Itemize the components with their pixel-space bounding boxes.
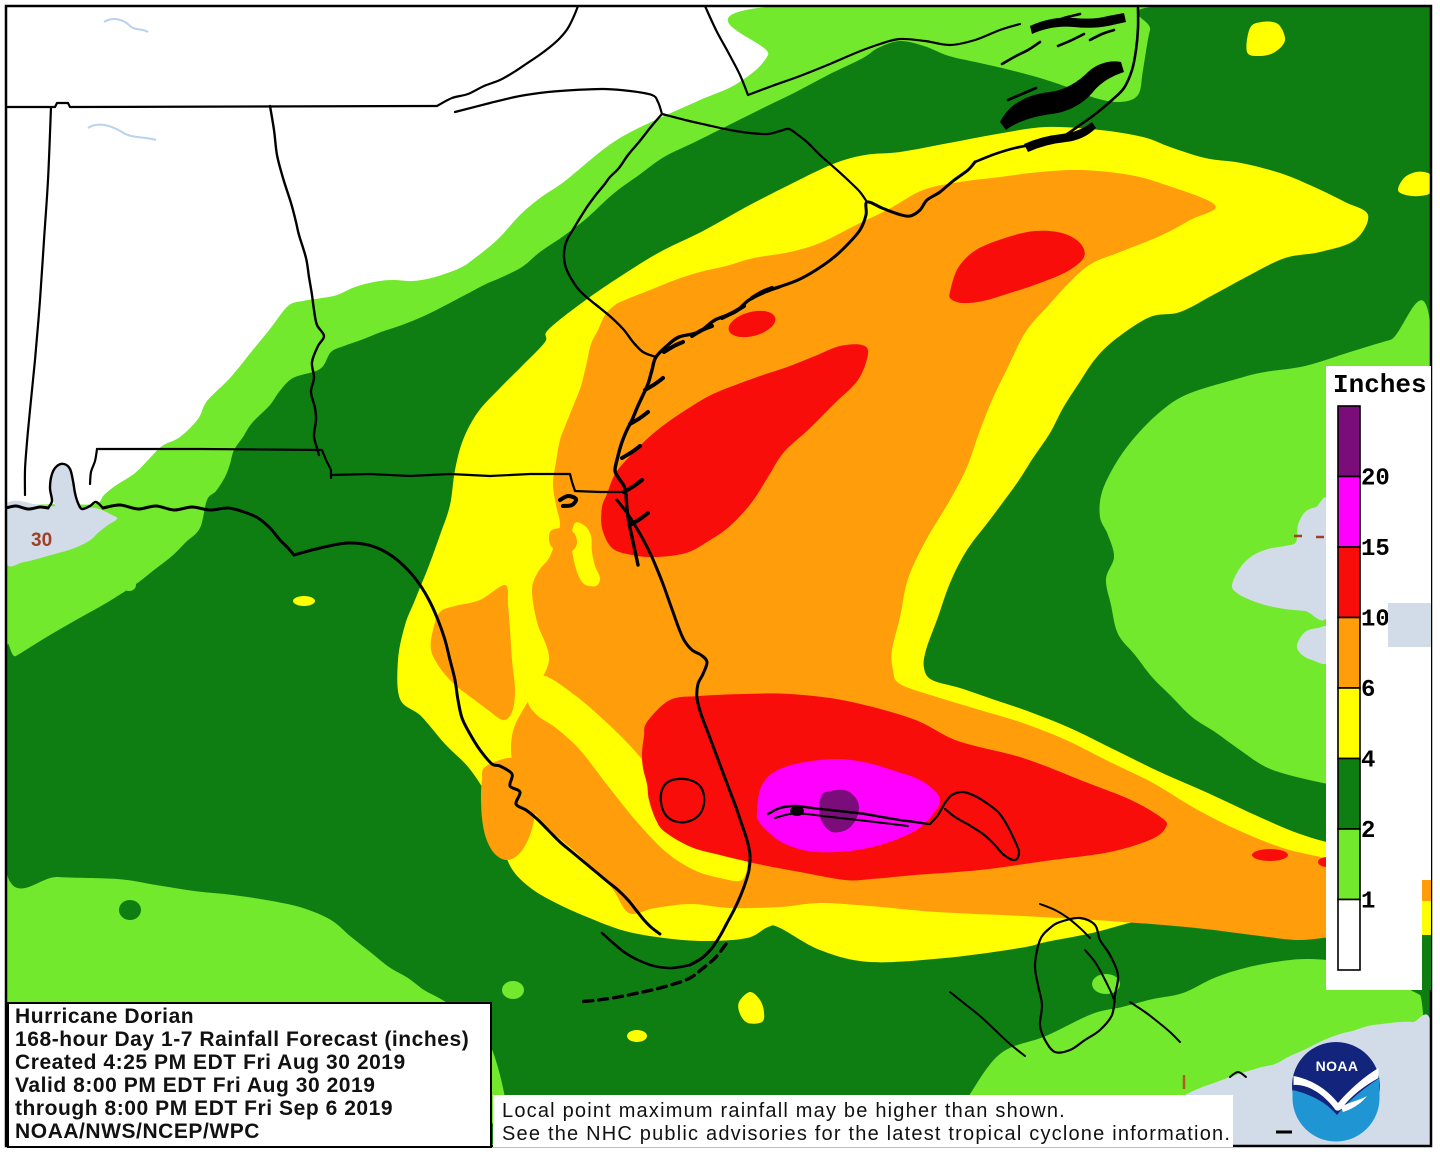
svg-text:4: 4	[1361, 748, 1375, 775]
svg-text:30: 30	[31, 530, 52, 551]
svg-text:Inches: Inches	[1333, 370, 1427, 400]
svg-text:20: 20	[1361, 466, 1390, 493]
svg-text:2: 2	[1361, 818, 1375, 845]
svg-text:See the NHC public advisories: See the NHC public advisories for the la…	[502, 1123, 1231, 1145]
svg-text:through 8:00 PM EDT Fri Sep 6: through 8:00 PM EDT Fri Sep 6 2019	[15, 1097, 393, 1120]
svg-text:NOAA/NWS/NCEP/WPC: NOAA/NWS/NCEP/WPC	[15, 1120, 260, 1143]
svg-text:Local point maximum rainfall m: Local point maximum rainfall may be high…	[502, 1100, 1066, 1122]
svg-text:168-hour Day 1-7 Rainfall Fore: 168-hour Day 1-7 Rainfall Forecast (inch…	[15, 1028, 469, 1051]
svg-text:6: 6	[1361, 677, 1375, 704]
svg-text:Created 4:25 PM EDT Fri Aug 30: Created 4:25 PM EDT Fri Aug 30 2019	[15, 1051, 406, 1074]
svg-text:Hurricane Dorian: Hurricane Dorian	[15, 1005, 194, 1028]
svg-text:15: 15	[1361, 536, 1390, 563]
svg-text:Valid 8:00 PM EDT Fri Aug 30 2: Valid 8:00 PM EDT Fri Aug 30 2019	[15, 1074, 376, 1097]
svg-text:10: 10	[1361, 607, 1390, 634]
svg-text:NOAA: NOAA	[1316, 1058, 1359, 1074]
svg-text:1: 1	[1361, 889, 1375, 916]
